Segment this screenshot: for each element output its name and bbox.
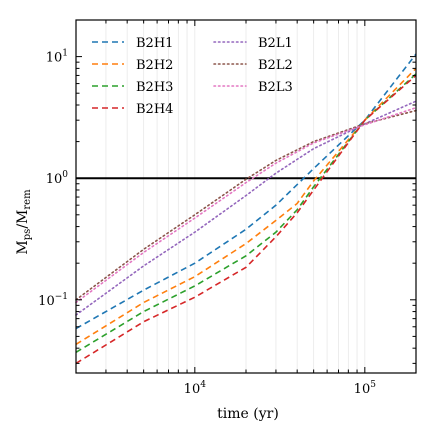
y-tick-label: 10−1	[38, 292, 68, 309]
y-tick-label-exponent: −1	[55, 292, 68, 302]
legend-entry-b2h3: B2H3	[92, 80, 173, 95]
series-line-b2l2	[75, 109, 417, 301]
legend-entry-b2h4: B2H4	[92, 102, 173, 117]
x-axis-title: time (yr)	[217, 406, 279, 422]
x-tick-label: 104	[184, 380, 207, 397]
y-tick-label-base: 10	[38, 294, 55, 309]
legend-label: B2H1	[136, 36, 173, 51]
legend-entry-b2l2: B2L2	[213, 58, 293, 73]
y-tick-label-base: 10	[46, 51, 63, 66]
y-axis-title-main: M	[15, 240, 31, 254]
grid	[75, 20, 417, 373]
series-line-b2l1	[75, 100, 417, 316]
legend-label: B2L1	[258, 36, 293, 51]
y-tick-label-base: 10	[46, 172, 63, 187]
series-line-b2h3	[75, 73, 417, 353]
legend-entry-b2l3: B2L3	[213, 80, 293, 95]
y-tick-label: 100	[46, 170, 69, 187]
legend-entry-b2h1: B2H1	[92, 36, 173, 51]
y-tick-label: 101	[46, 49, 68, 66]
legend-label: B2H3	[136, 80, 173, 95]
y-axis-title-sub2: rem	[22, 189, 33, 210]
x-tick-label: 105	[354, 380, 377, 397]
y-tick-label-exponent: 1	[62, 49, 68, 59]
legend-label: B2H4	[136, 102, 173, 117]
x-tick-label-base: 10	[354, 382, 371, 397]
legend-label: B2L2	[258, 58, 293, 73]
x-tick-label-exponent: 4	[200, 380, 206, 390]
y-tick-label-exponent: 0	[62, 170, 68, 180]
y-axis-title: Mps/Mrem	[15, 189, 33, 255]
legend-label: B2L3	[258, 80, 293, 95]
legend-entry-b2l1: B2L1	[213, 36, 293, 51]
x-tick-label-exponent: 5	[370, 380, 376, 390]
x-tick-label-base: 10	[184, 382, 201, 397]
legend-entry-b2h2: B2H2	[92, 58, 173, 73]
legend: B2H1 B2H2 B2H3 B2H4 B2L1 B2L2 B2L3	[92, 36, 293, 117]
y-axis-title-sub1: ps	[22, 229, 33, 241]
legend-label: B2H2	[136, 58, 173, 73]
series-lines	[75, 53, 417, 365]
series-line-b2l3	[75, 106, 417, 304]
y-axis-title-sep: /M	[15, 210, 31, 229]
series-line-b2h2	[75, 67, 417, 346]
